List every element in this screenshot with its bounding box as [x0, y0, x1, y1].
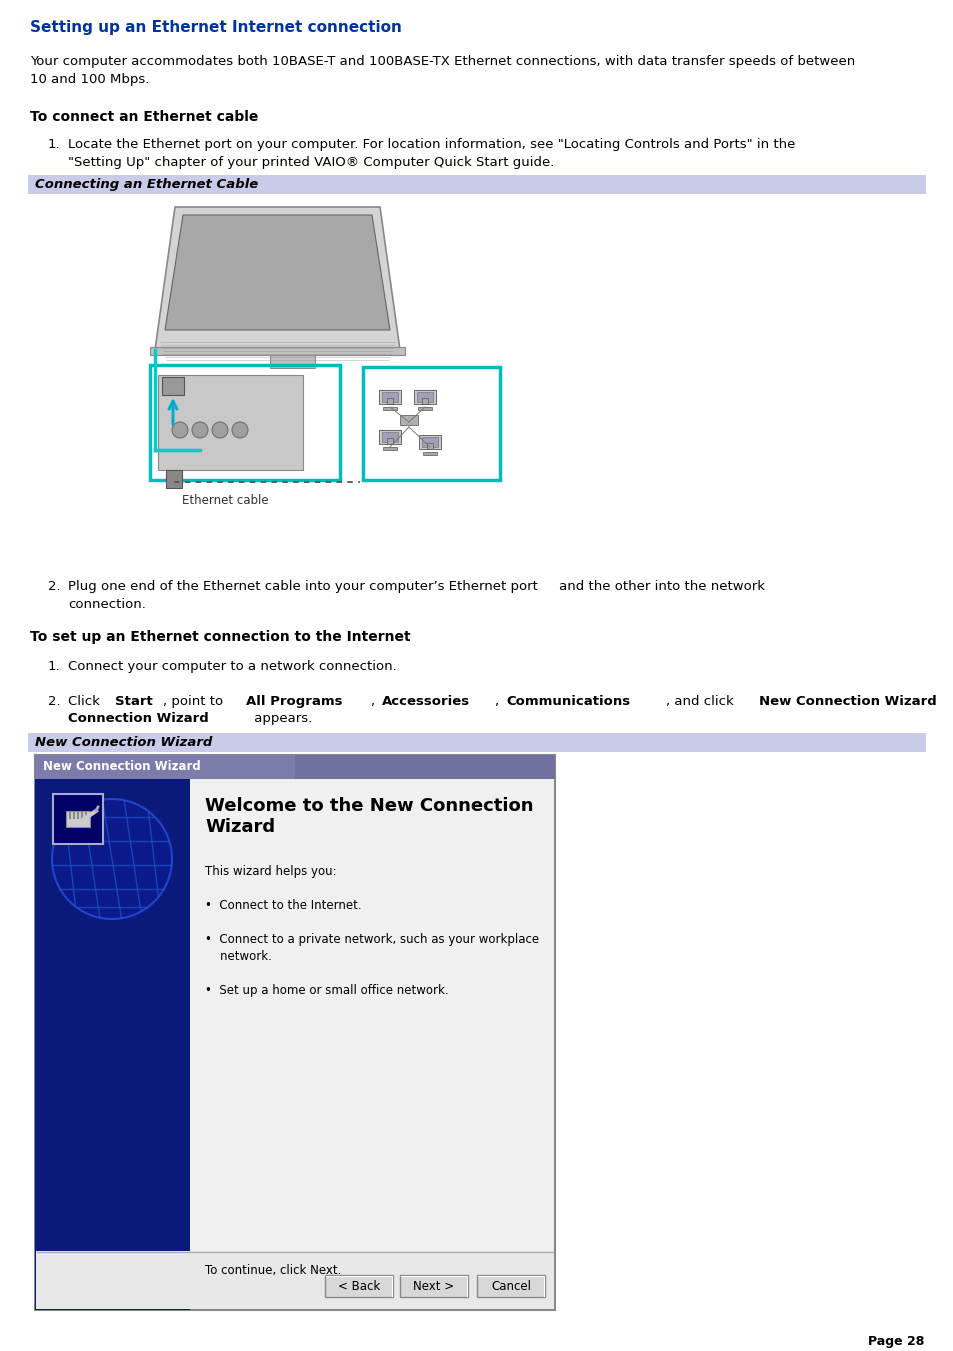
Text: Your computer accommodates both 10BASE-T and 100BASE-TX Ethernet connections, wi: Your computer accommodates both 10BASE-T…	[30, 55, 854, 86]
Text: 1.: 1.	[48, 661, 61, 673]
Bar	[66, 811, 90, 827]
Bar	[150, 347, 405, 355]
Circle shape	[212, 422, 228, 438]
Text: 2.: 2.	[48, 694, 61, 708]
Bar	[382, 407, 396, 409]
Bar	[73, 811, 75, 819]
Bar	[35, 755, 294, 780]
Text: This wizard helps you:

•  Connect to the Internet.

•  Connect to a private net: This wizard helps you: • Connect to the …	[205, 865, 538, 997]
Bar	[414, 390, 436, 404]
Bar	[166, 470, 182, 488]
Text: , point to: , point to	[163, 694, 228, 708]
Bar	[378, 390, 401, 404]
Bar	[387, 439, 393, 444]
Bar	[77, 811, 79, 819]
Text: < Back: < Back	[337, 1279, 379, 1293]
Text: All Programs: All Programs	[246, 694, 342, 708]
Bar	[28, 176, 925, 195]
Text: Ethernet cable: Ethernet cable	[181, 494, 268, 507]
Bar	[28, 734, 925, 753]
Bar	[35, 755, 555, 1310]
Bar	[387, 399, 393, 404]
Polygon shape	[165, 215, 390, 330]
Text: 2.: 2.	[48, 580, 61, 593]
Circle shape	[232, 422, 248, 438]
Circle shape	[52, 798, 172, 919]
Bar	[270, 354, 314, 367]
Text: Setting up an Ethernet Internet connection: Setting up an Ethernet Internet connecti…	[30, 20, 401, 35]
Text: New Connection Wizard: New Connection Wizard	[759, 694, 936, 708]
Bar	[399, 1275, 468, 1297]
Bar	[36, 1251, 554, 1309]
Text: Cancel: Cancel	[491, 1279, 531, 1293]
Bar	[421, 438, 438, 447]
Text: Communications: Communications	[506, 694, 630, 708]
Bar	[35, 755, 555, 780]
Text: Plug one end of the Ethernet cable into your computer’s Ethernet port     and th: Plug one end of the Ethernet cable into …	[68, 580, 764, 611]
Text: ,: ,	[371, 694, 379, 708]
Text: To set up an Ethernet connection to the Internet: To set up an Ethernet connection to the …	[30, 630, 410, 644]
Text: Click: Click	[68, 694, 104, 708]
Text: New Connection Wizard: New Connection Wizard	[35, 736, 213, 748]
Bar	[476, 1275, 544, 1297]
Text: To continue, click Next.: To continue, click Next.	[205, 1265, 341, 1277]
Bar	[53, 794, 103, 844]
Text: appears.: appears.	[250, 712, 312, 725]
Text: , and click: , and click	[666, 694, 738, 708]
Text: Next >: Next >	[413, 1279, 454, 1293]
Bar	[399, 415, 417, 426]
Bar	[416, 392, 433, 401]
Text: Accessories: Accessories	[381, 694, 469, 708]
Text: To connect an Ethernet cable: To connect an Ethernet cable	[30, 109, 258, 124]
Bar	[427, 443, 433, 449]
Bar	[363, 367, 499, 480]
Bar	[417, 407, 432, 409]
Text: Page 28: Page 28	[866, 1335, 923, 1348]
Text: Welcome to the New Connection
Wizard: Welcome to the New Connection Wizard	[205, 797, 533, 836]
Bar	[150, 365, 339, 480]
Text: Connecting an Ethernet Cable: Connecting an Ethernet Cable	[35, 178, 258, 190]
Text: Connection Wizard: Connection Wizard	[68, 712, 209, 725]
Bar	[382, 447, 396, 450]
Polygon shape	[154, 207, 399, 350]
Bar	[85, 811, 87, 819]
Text: ,: ,	[495, 694, 503, 708]
Bar	[69, 811, 71, 819]
Text: Locate the Ethernet port on your computer. For location information, see "Locati: Locate the Ethernet port on your compute…	[68, 138, 795, 169]
Text: Start: Start	[114, 694, 152, 708]
Text: 1.: 1.	[48, 138, 61, 151]
Text: New Connection Wizard: New Connection Wizard	[43, 761, 200, 773]
Bar	[418, 435, 440, 449]
Bar	[378, 430, 401, 444]
Circle shape	[192, 422, 208, 438]
Bar	[35, 780, 190, 1310]
Bar	[158, 376, 303, 470]
Bar	[162, 377, 184, 394]
Bar	[422, 451, 436, 454]
Bar	[422, 399, 427, 404]
Bar	[381, 392, 398, 401]
Circle shape	[172, 422, 188, 438]
Bar	[381, 432, 398, 442]
Bar	[325, 1275, 393, 1297]
Bar	[81, 811, 83, 819]
Text: Connect your computer to a network connection.: Connect your computer to a network conne…	[68, 661, 396, 673]
